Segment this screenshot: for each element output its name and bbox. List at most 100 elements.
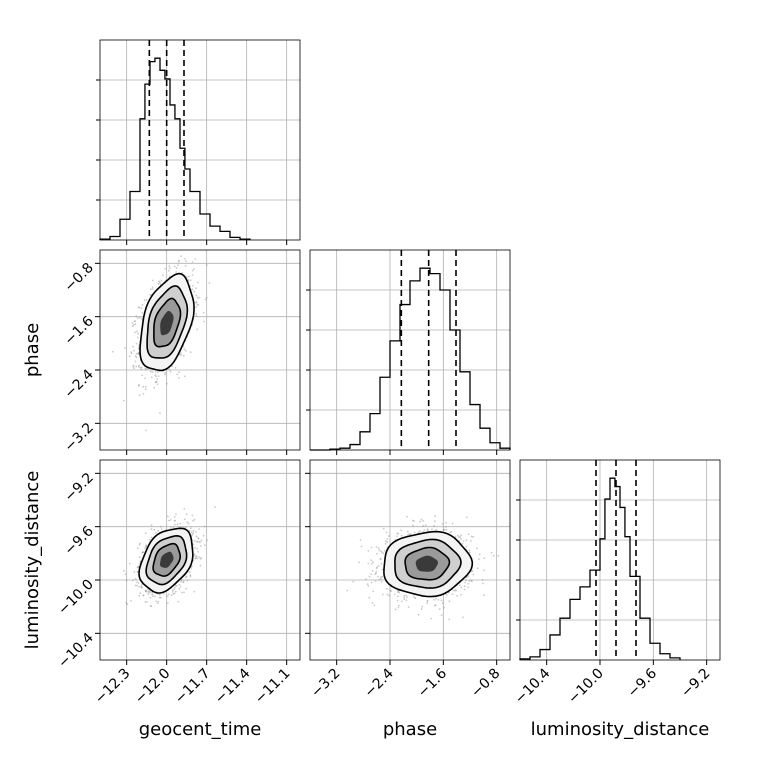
scatter-point bbox=[155, 380, 158, 383]
scatter-point bbox=[191, 288, 194, 291]
scatter-point bbox=[156, 378, 158, 380]
scatter-point bbox=[396, 591, 399, 593]
scatter-point bbox=[483, 594, 485, 597]
histogram-luminosity_distance bbox=[519, 477, 681, 660]
scatter-point bbox=[130, 600, 132, 602]
scatter-point bbox=[157, 282, 160, 285]
scatter-point bbox=[193, 290, 196, 293]
scatter-point bbox=[136, 317, 139, 319]
scatter-point bbox=[148, 591, 150, 594]
scatter-point bbox=[375, 567, 378, 570]
density-level bbox=[415, 555, 438, 572]
scatter-point bbox=[412, 524, 414, 527]
scatter-point bbox=[417, 613, 420, 616]
scatter-point bbox=[191, 274, 194, 276]
scatter-point bbox=[375, 570, 378, 573]
scatter-point bbox=[367, 585, 370, 587]
scatter-point bbox=[191, 269, 194, 272]
scatter-point bbox=[180, 580, 183, 583]
contour-line bbox=[404, 546, 451, 581]
scatter-point bbox=[159, 593, 161, 596]
scatter-point bbox=[134, 360, 137, 363]
scatter-point bbox=[135, 342, 138, 345]
scatter-point bbox=[132, 323, 135, 326]
scatter-point bbox=[419, 520, 421, 523]
scatter-point bbox=[162, 592, 165, 595]
scatter-point bbox=[185, 276, 188, 279]
scatter-point bbox=[134, 578, 137, 580]
y-tick-label: −2.4 bbox=[61, 366, 96, 401]
scatter-point bbox=[472, 573, 475, 576]
scatter-point bbox=[441, 602, 444, 605]
scatter-point bbox=[465, 516, 468, 519]
scatter-point bbox=[195, 557, 197, 560]
scatter-point bbox=[190, 527, 192, 529]
contour-line bbox=[152, 297, 182, 348]
scatter-point bbox=[171, 591, 174, 593]
scatter-point bbox=[178, 259, 180, 262]
scatter-point bbox=[138, 563, 141, 565]
x-tick-label: −2.4 bbox=[361, 665, 396, 700]
x-tick-label: −9.2 bbox=[678, 666, 713, 701]
contour-line bbox=[152, 542, 182, 577]
scatter-point bbox=[165, 382, 168, 385]
scatter-point bbox=[180, 579, 183, 582]
scatter-point bbox=[145, 429, 147, 432]
scatter-point bbox=[454, 589, 457, 591]
scatter-point bbox=[378, 549, 381, 551]
scatter-point bbox=[413, 520, 415, 522]
scatter-point bbox=[140, 583, 143, 586]
scatter-point bbox=[178, 376, 180, 379]
scatter-point bbox=[377, 565, 380, 567]
y-tick-label: −0.8 bbox=[61, 260, 96, 295]
scatter-point bbox=[177, 264, 179, 266]
scatter-point bbox=[379, 558, 382, 561]
scatter-point bbox=[138, 364, 140, 367]
scatter-point bbox=[182, 580, 185, 583]
scatter-point bbox=[133, 571, 136, 573]
scatter-point bbox=[142, 594, 145, 597]
scatter-point bbox=[456, 534, 459, 537]
scatter-point bbox=[140, 368, 143, 371]
scatter-point bbox=[468, 551, 471, 554]
scatter-point bbox=[396, 595, 399, 598]
scatter-point bbox=[139, 316, 141, 319]
scatter-point bbox=[166, 595, 169, 597]
scatter-point bbox=[137, 384, 140, 387]
scatter-point bbox=[169, 519, 172, 521]
scatter-point bbox=[135, 356, 138, 359]
scatter-point bbox=[367, 550, 370, 552]
scatter-point bbox=[203, 320, 205, 323]
scatter-point bbox=[481, 579, 484, 581]
scatter-point bbox=[141, 586, 143, 588]
scatter-point bbox=[374, 573, 377, 575]
scatter-point bbox=[468, 580, 471, 582]
scatter-point bbox=[154, 370, 157, 373]
scatter-point bbox=[183, 348, 186, 351]
scatter-point bbox=[132, 345, 134, 348]
scatter-point bbox=[149, 596, 152, 599]
scatter-point bbox=[136, 571, 139, 573]
scatter-point bbox=[139, 366, 142, 369]
scatter-point bbox=[157, 529, 160, 532]
x-tick-label: −12.0 bbox=[132, 666, 174, 708]
scatter-point bbox=[149, 370, 152, 373]
scatter-point bbox=[191, 514, 194, 517]
scatter-point bbox=[136, 565, 139, 568]
scatter-point bbox=[147, 593, 150, 595]
scatter-point bbox=[144, 545, 147, 548]
scatter-point bbox=[202, 534, 205, 537]
scatter-point bbox=[175, 513, 177, 516]
scatter-point bbox=[197, 537, 200, 540]
scatter-point bbox=[157, 280, 160, 283]
scatter-point bbox=[455, 589, 457, 592]
scatter-point bbox=[359, 539, 362, 541]
scatter-point bbox=[189, 351, 192, 354]
scatter-point bbox=[144, 388, 147, 391]
scatter-point bbox=[137, 351, 140, 354]
scatter-point bbox=[135, 581, 138, 583]
scatter-point bbox=[180, 255, 183, 257]
scatter-point bbox=[125, 601, 128, 604]
scatter-point bbox=[187, 522, 190, 525]
scatter-point bbox=[461, 542, 464, 545]
